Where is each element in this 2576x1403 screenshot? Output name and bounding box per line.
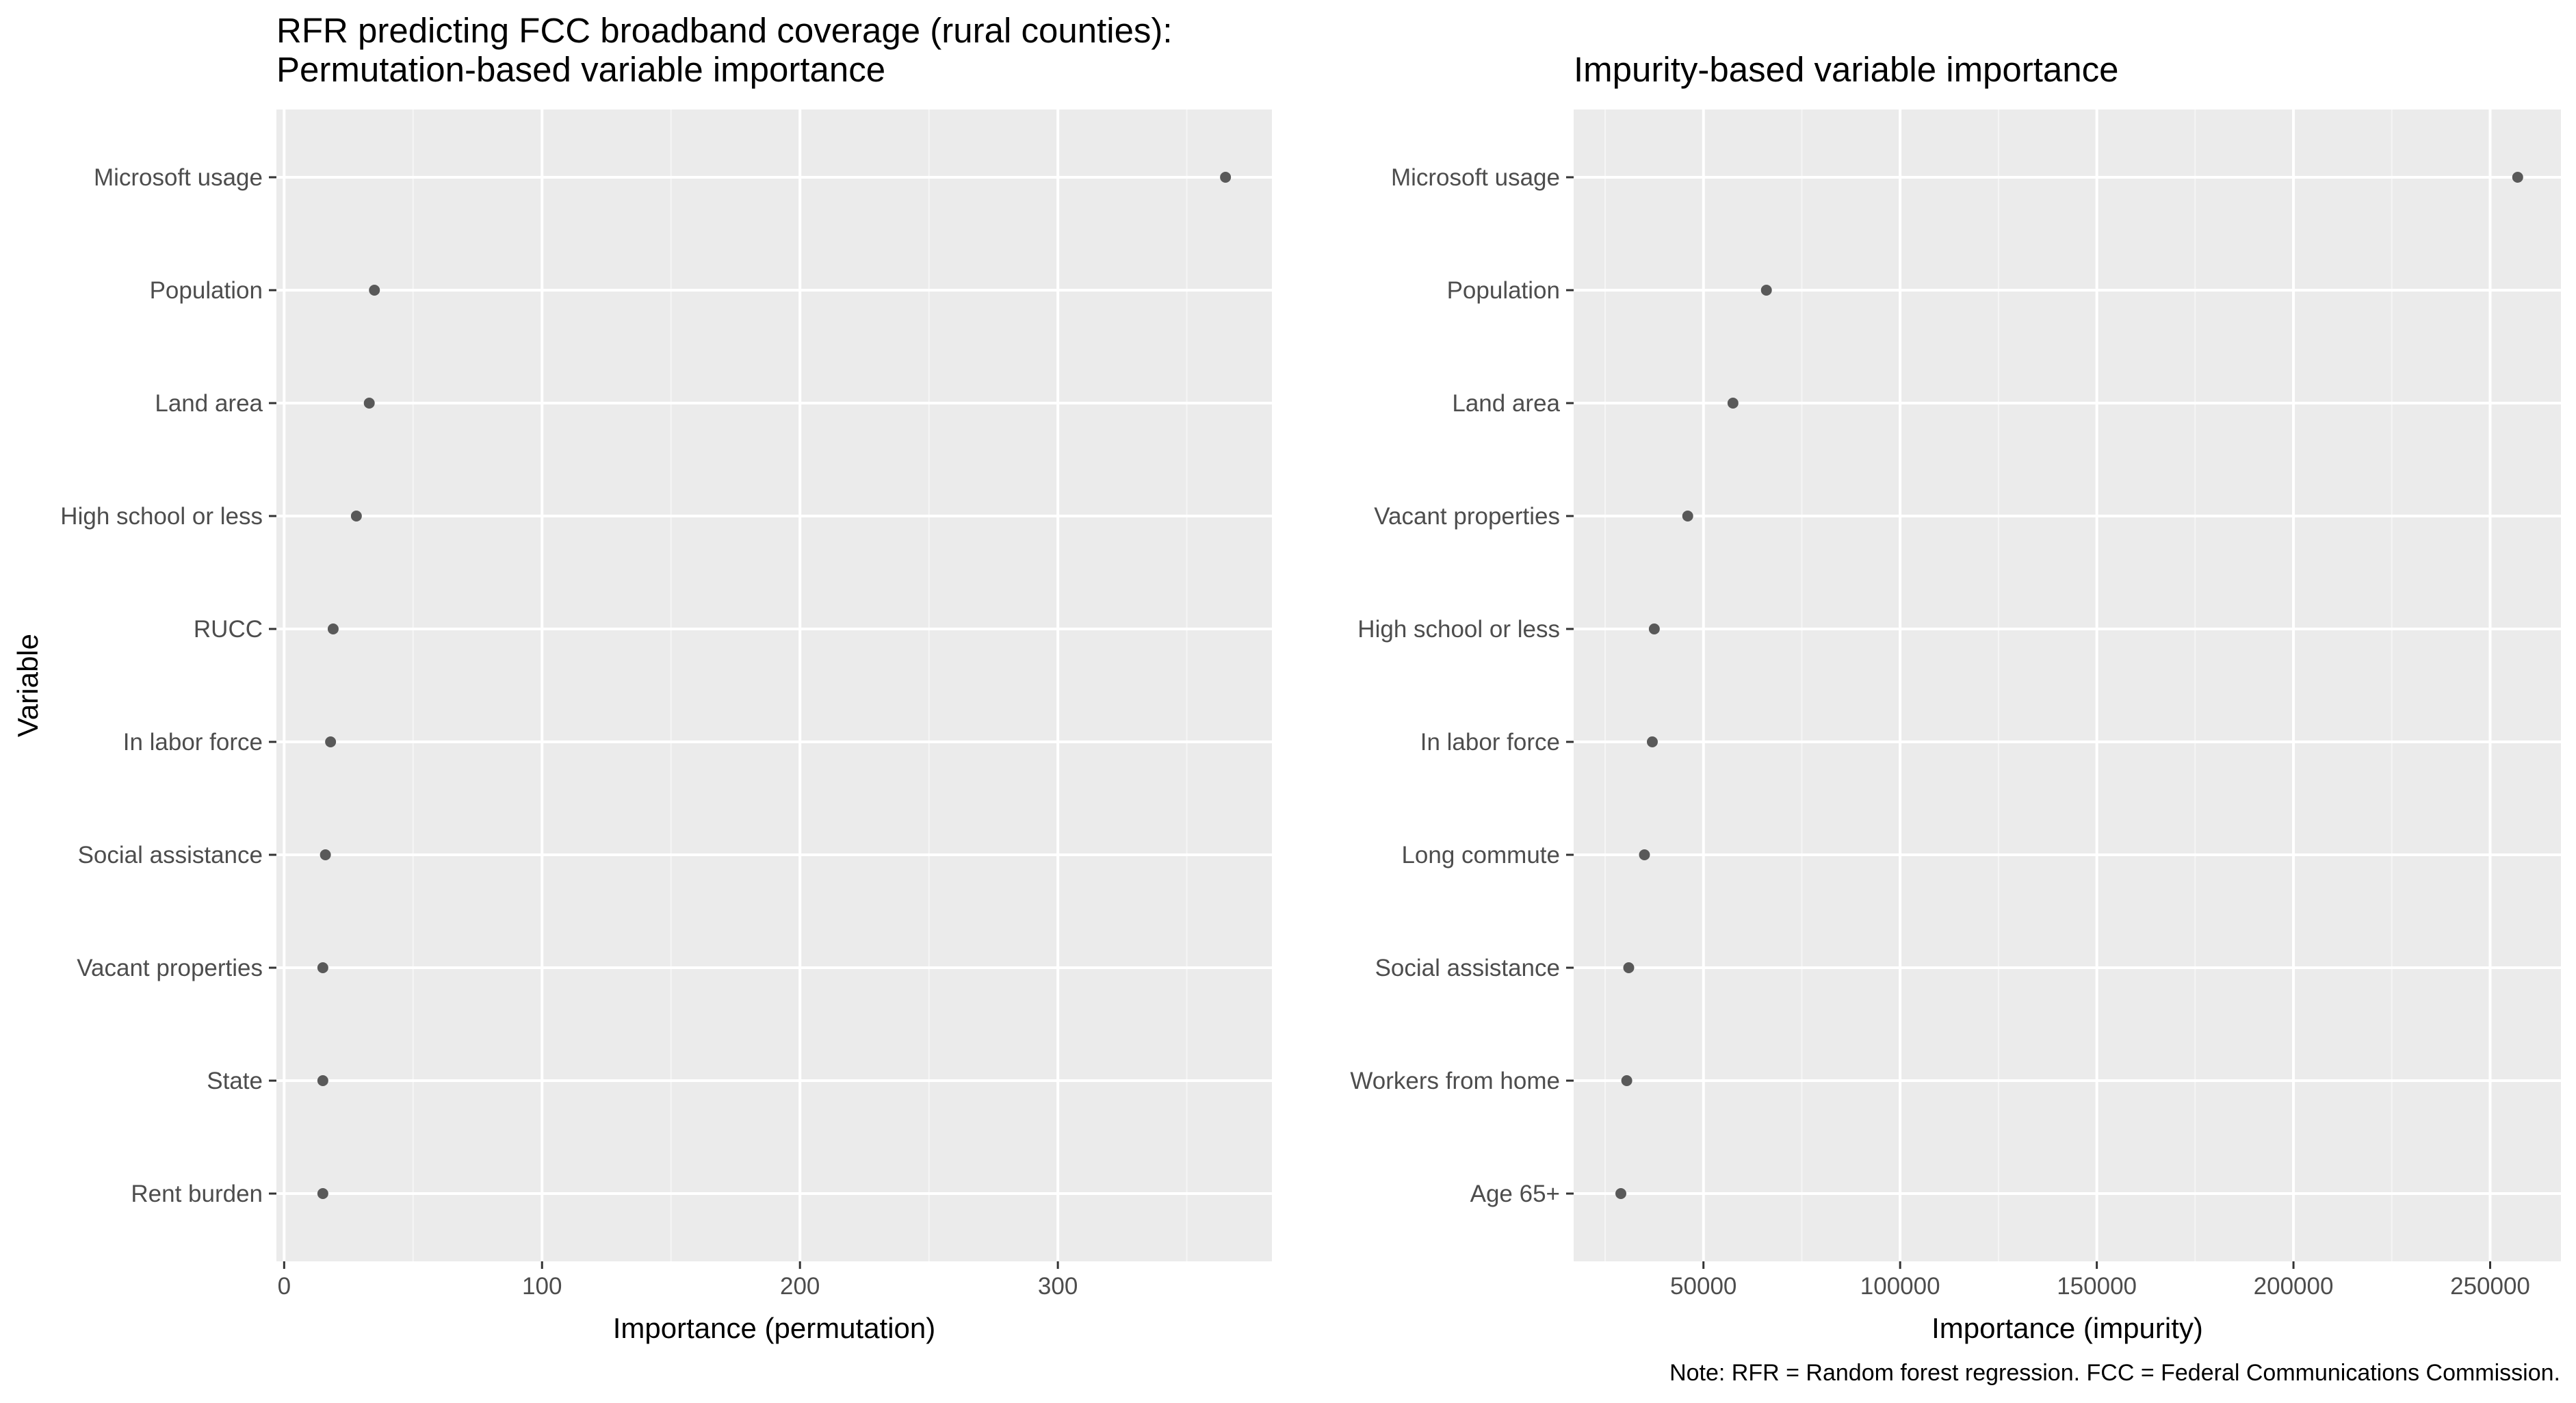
- y-tick-label: RUCC: [194, 616, 263, 643]
- x-tick-label: 0: [278, 1273, 291, 1300]
- x-tick-label: 100: [522, 1273, 562, 1300]
- y-tick-label: Population: [150, 277, 263, 304]
- y-tick-label: Land area: [155, 390, 263, 417]
- x-tick-label: 150000: [2057, 1273, 2137, 1300]
- x-tick-label: 50000: [1670, 1273, 1736, 1300]
- y-axis-title: Variable: [12, 634, 44, 737]
- x-tick-label: 300: [1038, 1273, 1078, 1300]
- data-point: [1648, 623, 1660, 634]
- y-tick-label: Microsoft usage: [94, 164, 263, 191]
- data-point: [369, 285, 380, 296]
- x-tick-label: 100000: [1860, 1273, 1940, 1300]
- data-point: [1682, 511, 1693, 522]
- y-tick-label: Long commute: [1401, 842, 1560, 868]
- y-tick-label: Vacant properties: [77, 955, 263, 981]
- data-point: [317, 1188, 328, 1199]
- data-point: [2512, 172, 2523, 183]
- data-point: [1760, 285, 1772, 296]
- y-tick-label: Population: [1447, 277, 1560, 304]
- x-tick-label: 200: [780, 1273, 820, 1300]
- y-tick-label: Social assistance: [78, 842, 263, 868]
- data-point: [317, 1075, 328, 1086]
- data-point: [1646, 736, 1658, 747]
- data-point: [320, 849, 331, 860]
- x-tick-label: 200000: [2254, 1273, 2334, 1300]
- data-point: [350, 511, 362, 522]
- y-tick-label: Social assistance: [1375, 955, 1560, 981]
- panel-background: [276, 110, 1272, 1261]
- x-axis-title: Importance (impurity): [1931, 1312, 2203, 1344]
- data-point: [1623, 962, 1635, 973]
- y-tick-label: Rent burden: [131, 1181, 263, 1207]
- data-point: [1220, 172, 1232, 183]
- data-point: [325, 736, 337, 747]
- y-tick-label: Age 65+: [1470, 1181, 1560, 1207]
- y-tick-label: Land area: [1452, 390, 1560, 417]
- data-point: [1615, 1188, 1626, 1199]
- x-tick-label: 250000: [2450, 1273, 2530, 1300]
- panel-background: [1574, 110, 2561, 1261]
- data-point: [363, 398, 375, 409]
- y-tick-label: In labor force: [1420, 729, 1560, 756]
- data-point: [1621, 1075, 1632, 1086]
- y-tick-label: Microsoft usage: [1391, 164, 1560, 191]
- chart-title: Permutation-based variable importance: [276, 50, 885, 89]
- data-point: [1639, 849, 1650, 860]
- x-axis-title: Importance (permutation): [613, 1312, 936, 1344]
- permutation-chart: Microsoft usage Population Land area High s…: [12, 11, 1272, 1344]
- y-tick-label: High school or less: [60, 503, 263, 530]
- data-point: [327, 623, 339, 634]
- y-tick-label: In labor force: [123, 729, 263, 756]
- data-point: [1727, 398, 1739, 409]
- figure-caption: Note: RFR = Random forest regression. FC…: [1669, 1360, 2560, 1386]
- y-tick-label: Workers from home: [1350, 1068, 1560, 1094]
- impurity-chart: Microsoft usage Population Land area Vacant…: [1350, 50, 2561, 1344]
- y-tick-label: High school or less: [1357, 616, 1560, 643]
- data-point: [317, 962, 328, 973]
- y-tick-label: State: [207, 1068, 263, 1094]
- y-tick-label: Vacant properties: [1374, 503, 1560, 530]
- chart-title: RFR predicting FCC broadband coverage (r…: [276, 11, 1173, 50]
- chart-title: Impurity-based variable importance: [1574, 50, 2119, 89]
